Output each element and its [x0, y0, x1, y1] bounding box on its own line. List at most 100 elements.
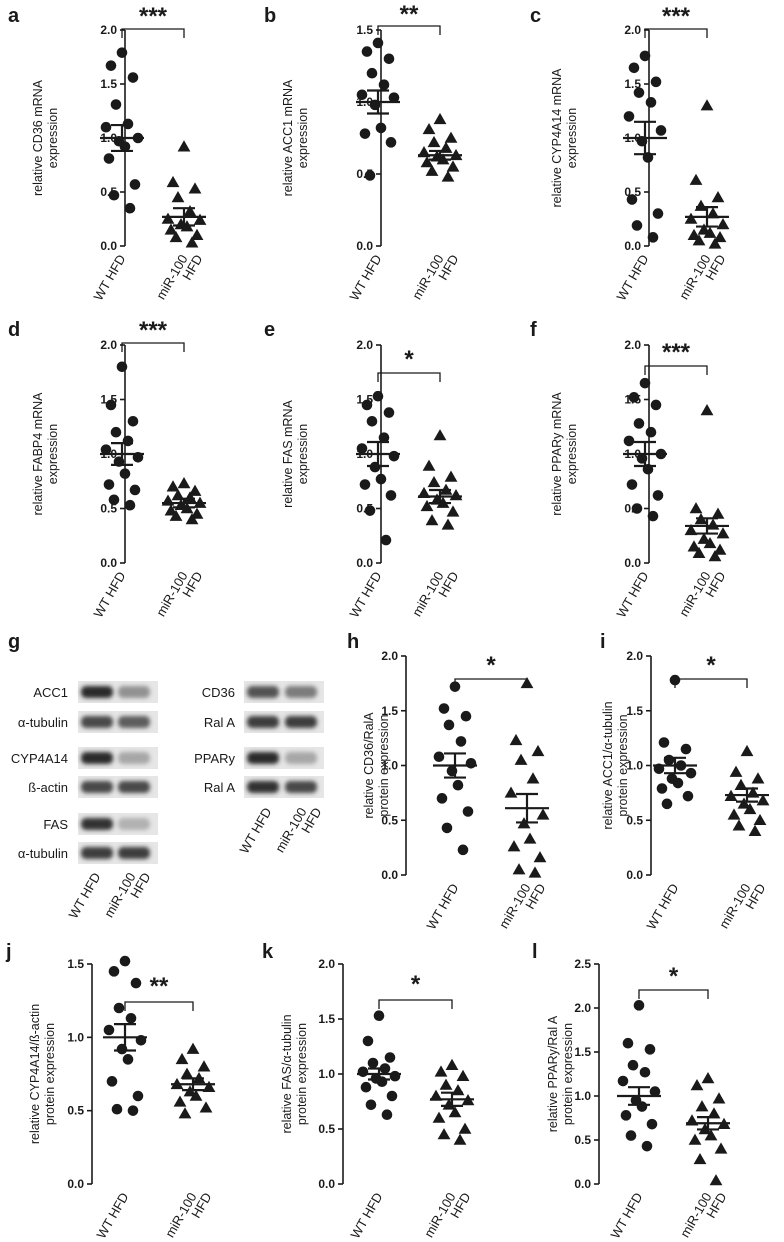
data-point — [706, 518, 720, 530]
data-point — [422, 122, 436, 135]
data-point — [364, 505, 376, 516]
data-point — [425, 164, 439, 176]
category-label: WT HFD — [347, 1190, 385, 1241]
data-point — [388, 92, 400, 103]
significance-bracket — [454, 678, 528, 688]
panel-letter-h: h — [347, 631, 359, 653]
data-point — [375, 122, 387, 134]
data-point — [680, 743, 692, 755]
data-point — [420, 156, 434, 168]
data-point — [383, 407, 395, 418]
blot-band — [118, 752, 150, 764]
y-tick-label: 0.0 — [356, 556, 373, 570]
data-point — [100, 444, 112, 455]
data-point — [460, 710, 472, 722]
data-point — [740, 744, 754, 757]
data-point — [441, 170, 455, 182]
y-axis-label: relative CYP4A14/ß-actin — [28, 1004, 42, 1144]
significance-bracket — [378, 999, 453, 1009]
data-point — [695, 1100, 709, 1112]
data-point — [455, 736, 467, 747]
blot-band — [81, 781, 113, 793]
data-point — [692, 234, 706, 246]
data-point — [641, 1140, 653, 1152]
panel-letter-c: c — [530, 5, 541, 27]
data-point — [536, 808, 550, 820]
data-point — [385, 490, 397, 501]
blot-band — [285, 686, 317, 698]
y-tick-label: 2.0 — [100, 23, 117, 37]
data-point — [105, 399, 117, 411]
data-point — [357, 1066, 369, 1078]
data-point — [362, 1035, 374, 1047]
data-point — [751, 772, 765, 784]
data-point — [164, 223, 178, 235]
data-point — [366, 67, 378, 79]
panel-letter-f: f — [530, 319, 537, 341]
blot-label-left: α-tubulin — [18, 846, 68, 861]
blot-label-left: CYP4A14 — [11, 751, 68, 766]
y-tick-label: 0.0 — [67, 1177, 84, 1191]
data-point — [373, 1010, 385, 1021]
data-point — [365, 1099, 377, 1111]
data-point — [693, 1152, 707, 1165]
significance-stars: * — [669, 963, 679, 990]
data-point — [388, 450, 400, 462]
category-label: WT HFD — [607, 1190, 645, 1241]
data-point — [639, 50, 651, 62]
data-point — [361, 399, 373, 411]
data-point — [444, 131, 458, 143]
chart-j: j 0.0 0.5 1.0 1.5 relative CYP4A14/ß-actin pro… — [5, 941, 216, 1241]
significance-bracket — [638, 989, 709, 999]
data-point — [385, 137, 397, 148]
y-tick-label: 1.5 — [67, 957, 84, 971]
y-tick-label: 1.5 — [624, 77, 641, 91]
y-axis-label: expression — [46, 108, 60, 168]
chart-i: i 0.0 0.5 1.0 1.5 2.0 relative ACC1/α-tubulin p… — [600, 631, 770, 932]
y-tick-label: 1.5 — [381, 704, 398, 718]
y-tick-label: 2.0 — [626, 649, 643, 663]
y-tick-label: 0.5 — [100, 502, 117, 516]
y-axis-label: expression — [296, 424, 310, 484]
significance-stars: *** — [139, 317, 168, 344]
data-point — [384, 1052, 396, 1063]
data-point — [647, 510, 659, 522]
y-axis-label: expression — [565, 424, 579, 484]
data-point — [622, 1037, 634, 1049]
significance-bracket — [124, 1001, 194, 1011]
panel-letter-g: g — [8, 631, 20, 653]
y-tick-label: 0.0 — [356, 239, 373, 253]
y-axis-label: relative PPARy/Ral A — [546, 1015, 560, 1132]
category-label: WT HFD — [423, 881, 461, 932]
significance-stars: * — [486, 652, 496, 679]
significance-bracket — [121, 342, 185, 352]
y-tick-label: 2.0 — [356, 338, 373, 352]
data-point — [685, 767, 697, 779]
category-label: WT HFD — [346, 252, 384, 303]
data-point — [533, 851, 547, 863]
data-point — [113, 1002, 125, 1014]
data-point — [697, 532, 711, 544]
data-point — [645, 97, 657, 108]
significance-bracket — [377, 25, 441, 35]
data-point — [433, 112, 447, 125]
data-point — [433, 751, 445, 763]
blot-band — [285, 781, 317, 793]
data-point — [694, 199, 708, 211]
blot-band — [247, 686, 279, 698]
data-point — [119, 468, 131, 479]
data-point — [704, 1129, 718, 1141]
data-point — [381, 1109, 393, 1120]
y-tick-label: 1.5 — [100, 77, 117, 91]
data-point — [129, 179, 141, 190]
data-point — [700, 99, 714, 111]
data-point — [103, 479, 115, 490]
data-point — [127, 416, 139, 427]
data-point — [462, 806, 474, 817]
data-point — [716, 527, 730, 539]
data-point — [647, 232, 659, 243]
significance-stars: * — [411, 971, 421, 998]
